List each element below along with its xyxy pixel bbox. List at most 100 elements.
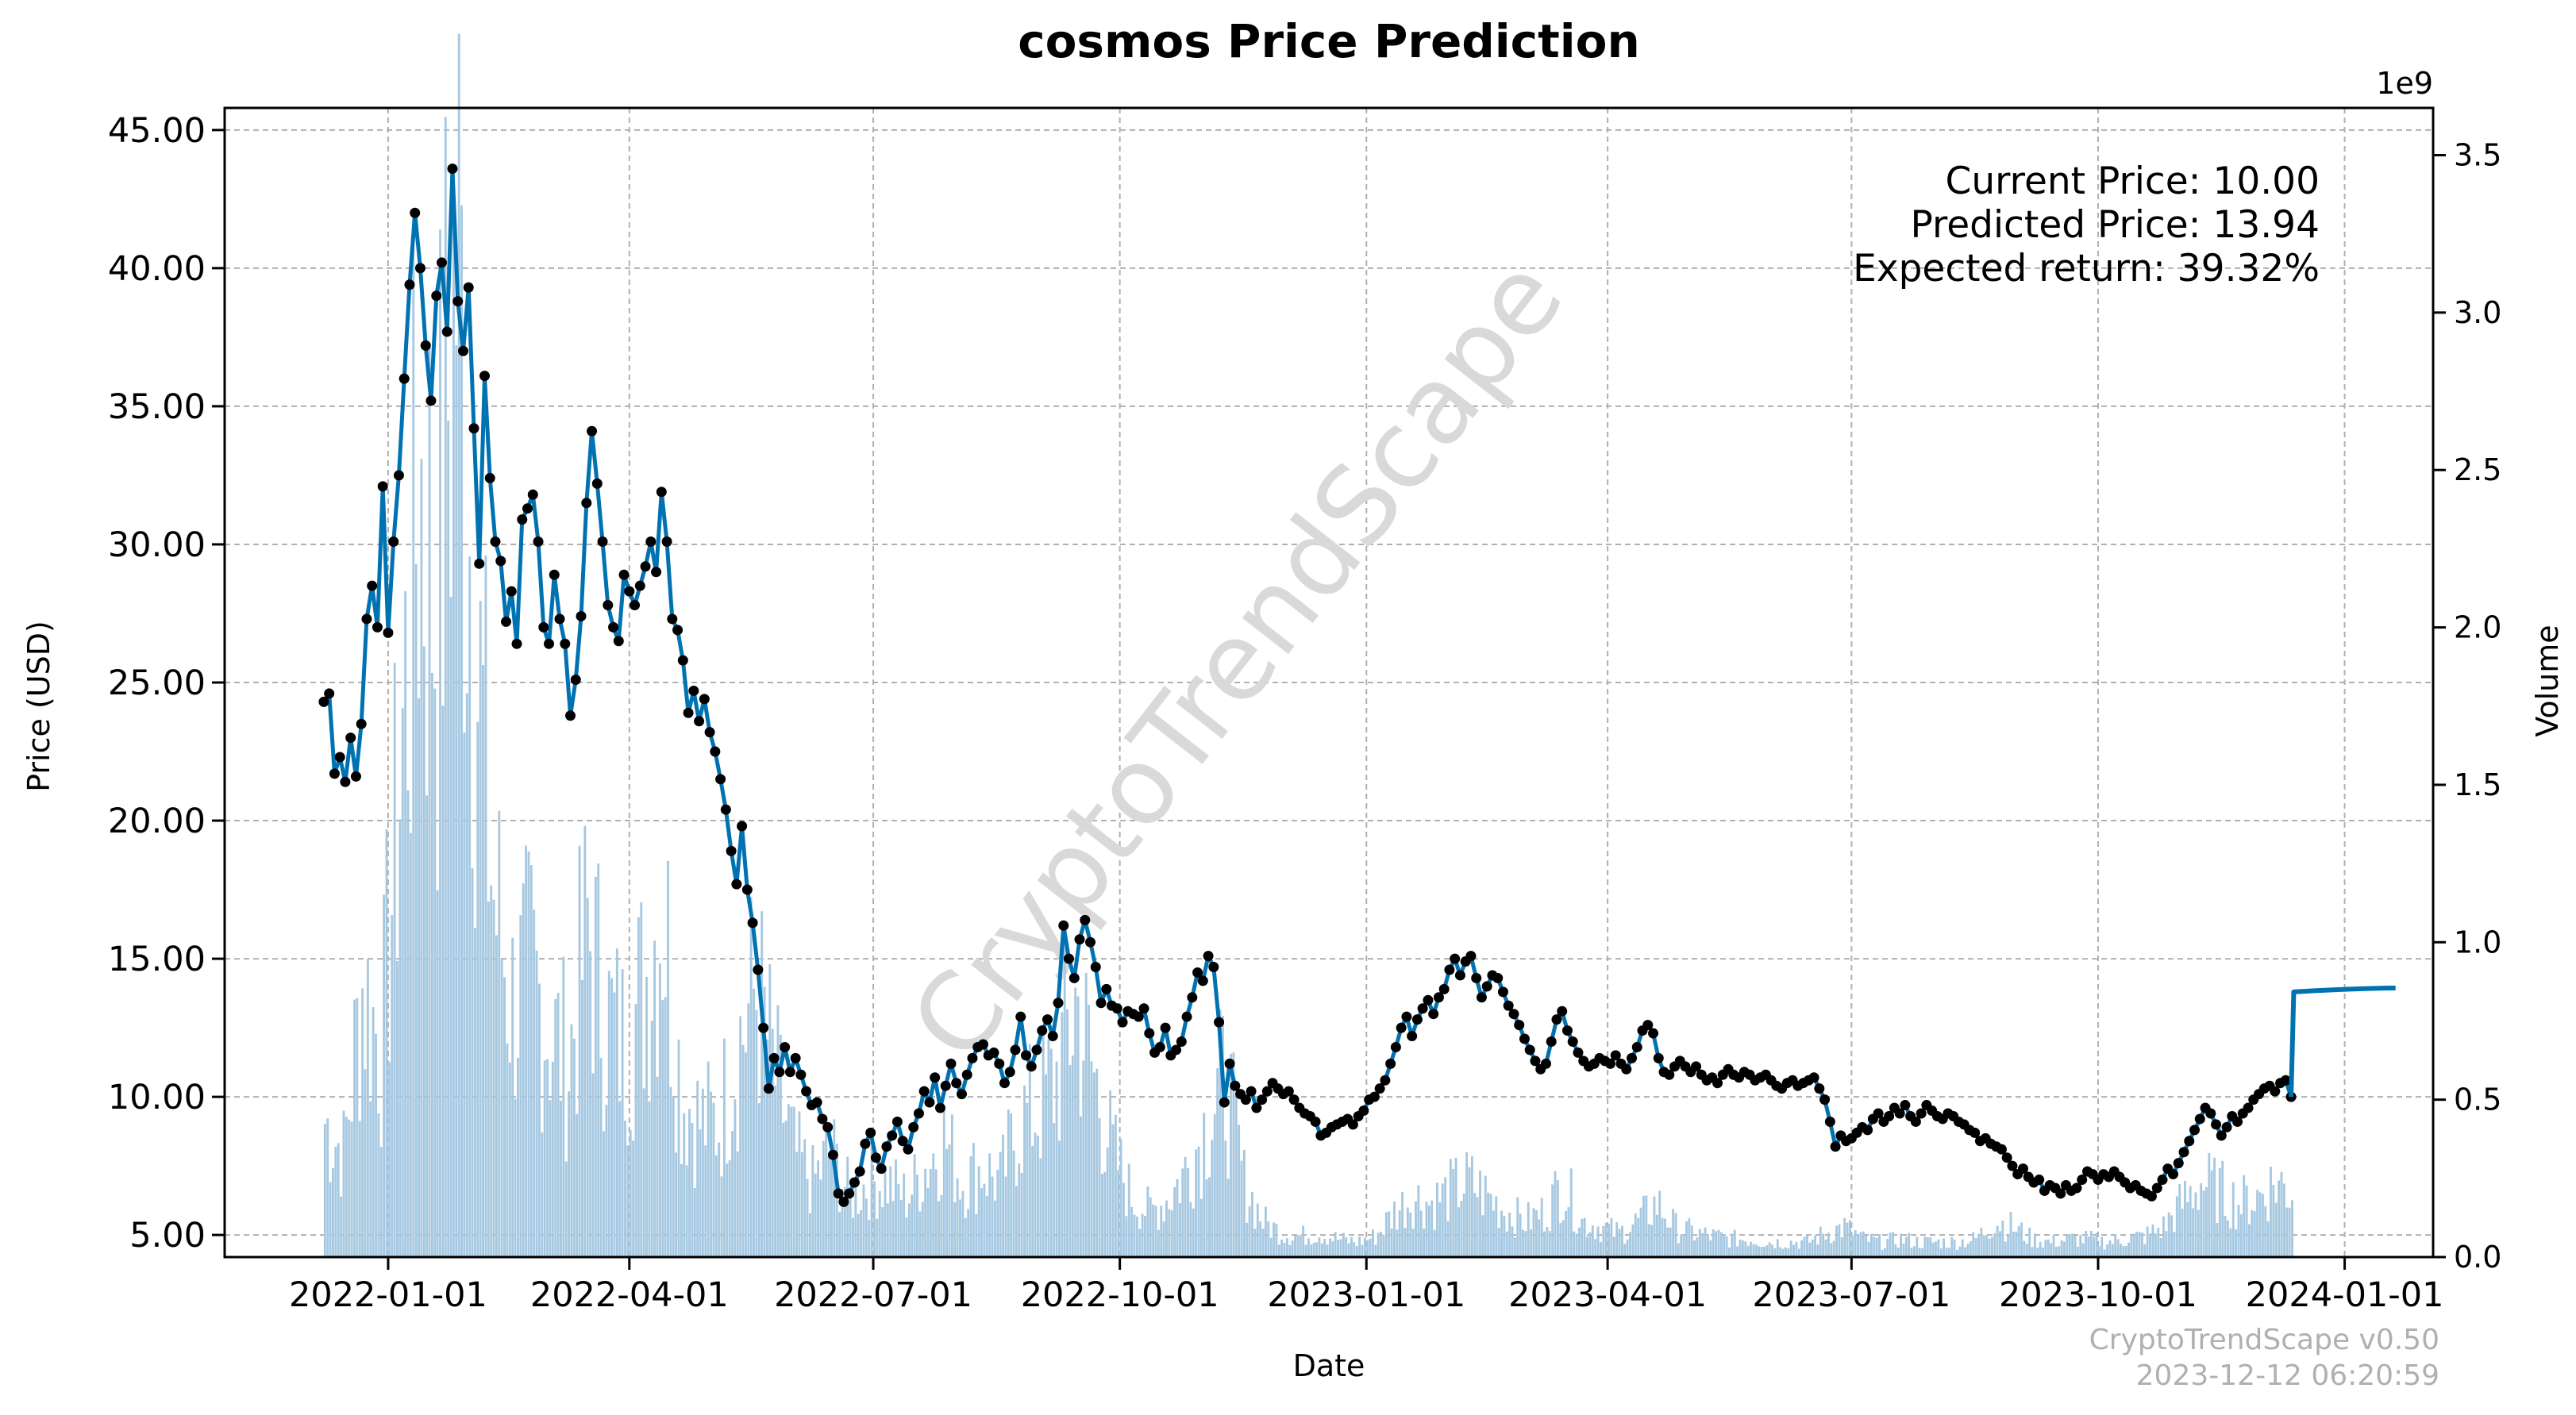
price-point (2173, 1158, 2184, 1169)
price-point (495, 556, 506, 567)
volume-bar (1731, 1233, 1734, 1257)
price-point (634, 580, 645, 591)
volume-bar (1444, 1177, 1447, 1257)
volume-bar (897, 1183, 900, 1257)
volume-bar (857, 1213, 860, 1257)
volume-bar (375, 1033, 377, 1257)
price-point (747, 917, 758, 929)
volume-bar (613, 992, 616, 1257)
volume-bar (546, 1059, 549, 1257)
volume-bar (1337, 1240, 1339, 1257)
volume-bar (1398, 1210, 1401, 1257)
volume-bar (605, 1105, 608, 1257)
price-point (726, 845, 737, 856)
price-point (1171, 1044, 1182, 1055)
volume-bar (1546, 1226, 1549, 1257)
x-tick-label: 2022-01-01 (289, 1275, 487, 1315)
volume-bar (1061, 1012, 1064, 1257)
volume-bar (586, 898, 589, 1257)
price-point (1069, 972, 1080, 983)
volume-bar (1380, 1231, 1383, 1257)
volume-bar (2210, 1170, 2213, 1257)
volume-bar (323, 1124, 326, 1257)
volume-bar (1160, 1205, 1163, 1257)
volume-bar (1819, 1226, 1822, 1257)
price-point (425, 395, 437, 406)
volume-bar (2031, 1247, 2034, 1257)
volume-bar (1843, 1217, 1846, 1257)
volume-bar (2202, 1190, 2205, 1257)
volume-bar (1715, 1231, 1718, 1257)
volume-bar (975, 1213, 978, 1257)
price-point (431, 290, 442, 302)
y-tick-label: 10.00 (108, 1078, 206, 1117)
volume-bar (1838, 1224, 1841, 1257)
volume-bar (1719, 1232, 1723, 1257)
volume-bar (648, 1101, 651, 1257)
price-point (967, 1052, 978, 1063)
volume-bar (2266, 1221, 2270, 1257)
volume-bar (956, 1178, 959, 1257)
volume-bar (1010, 1113, 1013, 1257)
volume-bar (999, 1152, 1002, 1257)
price-point (1380, 1075, 1391, 1086)
volume-bar (562, 956, 565, 1257)
price-point (1246, 1086, 1257, 1097)
prediction-line (2289, 985, 2396, 1098)
volume-bar (1481, 1215, 1484, 1257)
volume-bar (2138, 1232, 2141, 1257)
volume-bar (329, 1182, 332, 1257)
volume-bar (1728, 1247, 1731, 1257)
volume-bar (886, 1203, 889, 1257)
volume-bar (572, 1038, 576, 1257)
volume-bar (1508, 1212, 1511, 1257)
price-point (887, 1130, 898, 1141)
volume-bar (1224, 1140, 1227, 1257)
volume-bar (1559, 1223, 1562, 1257)
volume-bar (1789, 1240, 1792, 1257)
price-point (334, 752, 345, 763)
volume-bar (1551, 1184, 1554, 1257)
volume-bar (1353, 1242, 1356, 1257)
price-point (377, 481, 388, 492)
volume-bar (1261, 1229, 1265, 1257)
volume-bar (533, 909, 536, 1257)
volume-bar (1419, 1210, 1423, 1257)
volume-bar (1047, 1039, 1050, 1257)
volume-bar (1157, 1229, 1160, 1257)
price-point (410, 207, 421, 218)
price-point (881, 1141, 892, 1152)
volume-bar (366, 959, 369, 1257)
price-point (527, 489, 538, 500)
volume-bar (798, 1111, 801, 1257)
volume-bar (1423, 1229, 1426, 1257)
volume-bar (495, 935, 498, 1257)
volume-bar (2151, 1224, 2154, 1257)
price-point (999, 1078, 1010, 1089)
price-point (474, 558, 485, 569)
price-point (447, 163, 458, 175)
volume-bar (1390, 1229, 1393, 1257)
volume-bar (447, 420, 450, 1257)
volume-bar (2205, 1186, 2208, 1257)
volume-bar (1339, 1239, 1342, 1257)
price-point (2055, 1188, 2066, 1199)
volume-bar (1752, 1244, 1755, 1257)
volume-bar (1894, 1244, 1897, 1257)
volume-bar (1291, 1240, 1294, 1257)
volume-bar (1122, 1182, 1125, 1257)
price-point (694, 716, 705, 727)
volume-bar (1007, 1109, 1010, 1257)
price-point (1401, 1011, 1412, 1022)
volume-bar (564, 1161, 568, 1257)
volume-bar (2009, 1212, 2012, 1257)
volume-bar (1283, 1243, 1286, 1257)
volume-bar (2023, 1240, 2026, 1257)
volume-bar (1069, 1064, 1072, 1257)
price-point (597, 536, 608, 547)
price-point (763, 1083, 774, 1094)
prediction-series (2289, 985, 2396, 1098)
price-point (1530, 1055, 1541, 1067)
price-point (1524, 1044, 1535, 1055)
chart-title: cosmos Price Prediction (1018, 14, 1640, 68)
